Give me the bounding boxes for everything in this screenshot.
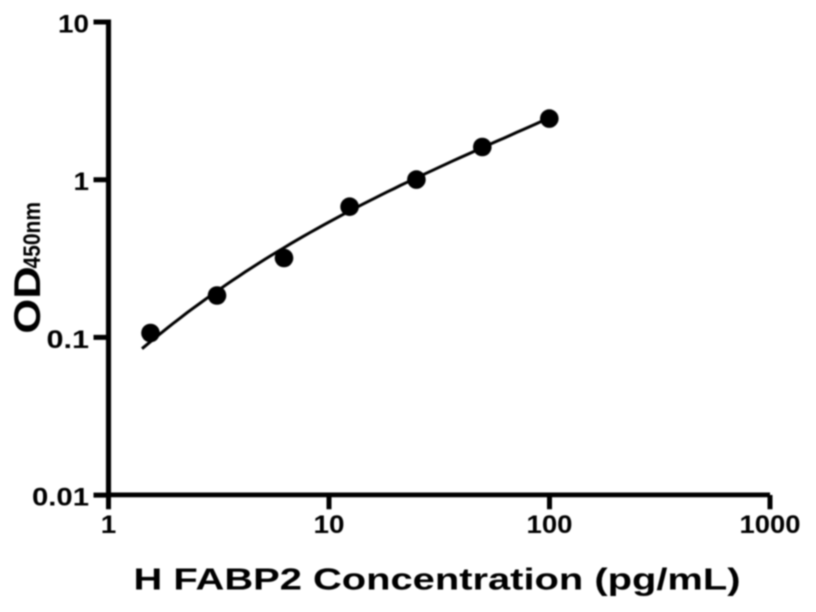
svg-text:10: 10: [314, 511, 345, 539]
svg-text:0.1: 0.1: [47, 326, 90, 354]
svg-text:H FABP2 Concentration (pg/mL): H FABP2 Concentration (pg/mL): [134, 561, 741, 596]
svg-text:450nm: 450nm: [19, 202, 46, 269]
svg-text:1: 1: [101, 511, 117, 539]
svg-text:10: 10: [58, 11, 89, 39]
svg-text:0.01: 0.01: [32, 484, 89, 512]
svg-text:100: 100: [527, 511, 573, 539]
svg-text:1: 1: [74, 168, 90, 196]
svg-text:OD: OD: [7, 266, 48, 334]
svg-text:1000: 1000: [740, 511, 801, 539]
